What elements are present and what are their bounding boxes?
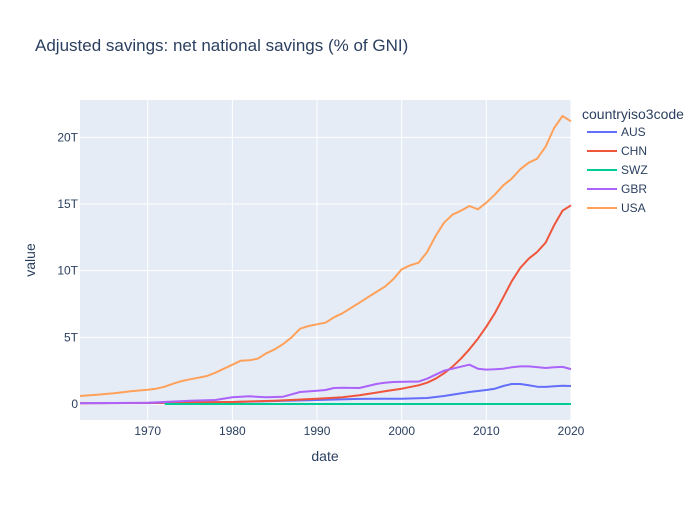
- y-tick-label: 15T: [57, 197, 78, 211]
- x-tick-label: 2020: [558, 424, 585, 438]
- y-tick-label: 5T: [64, 330, 79, 344]
- plot-area[interactable]: [80, 100, 571, 420]
- legend-label: GBR: [621, 182, 647, 196]
- x-tick-label: 2000: [388, 424, 415, 438]
- legend-items: AUS CHN SWZ GBR USA: [587, 125, 648, 215]
- legend-item-swz[interactable]: SWZ: [587, 163, 648, 177]
- series-line-gbr[interactable]: [79, 363, 572, 405]
- chart-title: Adjusted savings: net national savings (…: [35, 36, 408, 55]
- legend-label: USA: [621, 201, 646, 215]
- x-axis-ticks: 1970 1980 1990 2000 2010 2020: [134, 424, 584, 438]
- legend[interactable]: countryiso3code AUS CHN SWZ GBR USA: [582, 106, 684, 215]
- x-axis-title: date: [311, 448, 338, 464]
- y-tick-label: 20T: [57, 130, 78, 144]
- x-tick-label: 1970: [134, 424, 161, 438]
- legend-item-gbr[interactable]: GBR: [587, 182, 647, 196]
- series-line-usa[interactable]: [79, 115, 572, 397]
- legend-label: SWZ: [621, 163, 648, 177]
- y-axis-title: value: [22, 243, 38, 277]
- series-lines: [79, 115, 572, 405]
- legend-label: CHN: [621, 144, 647, 158]
- x-tick-label: 1990: [304, 424, 331, 438]
- y-axis-ticks: 0 5T 10T 15T 20T: [57, 130, 78, 411]
- legend-label: AUS: [621, 125, 646, 139]
- x-tick-label: 1980: [219, 424, 246, 438]
- y-tick-label: 10T: [57, 264, 78, 278]
- series-line-chn[interactable]: [79, 204, 572, 405]
- series-line-aus[interactable]: [79, 383, 572, 405]
- legend-title: countryiso3code: [582, 106, 684, 122]
- legend-item-aus[interactable]: AUS: [587, 125, 646, 139]
- y-tick-label: 0: [71, 397, 78, 411]
- legend-item-usa[interactable]: USA: [587, 201, 646, 215]
- x-tick-label: 2010: [473, 424, 500, 438]
- legend-item-chn[interactable]: CHN: [587, 144, 647, 158]
